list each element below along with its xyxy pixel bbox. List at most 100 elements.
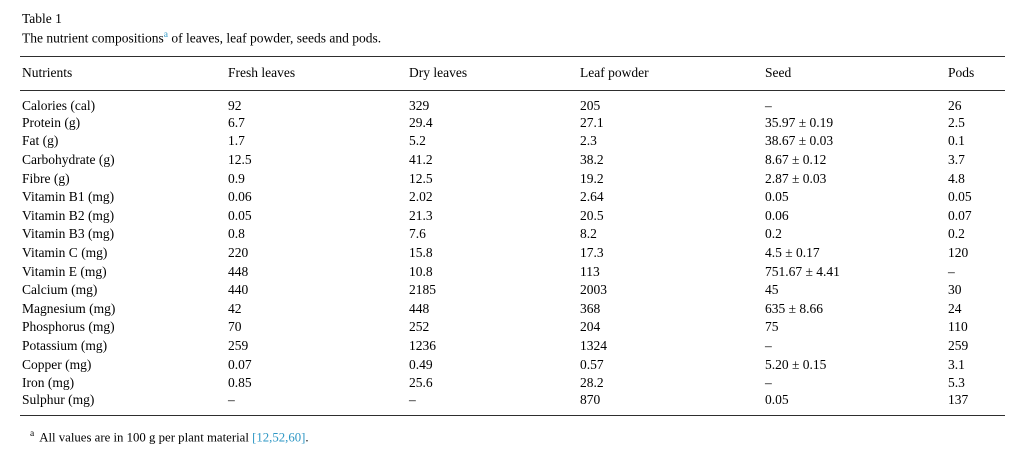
caption-text: The nutrient compositions <box>22 30 164 46</box>
value-cell: 205 <box>580 97 601 113</box>
table-row: Iron (mg) 0.85 25.6 28.2 – 5.3 <box>20 374 1005 393</box>
value-cell: 1324 <box>580 337 607 353</box>
table-row: Fibre (g) 0.9 12.5 19.2 2.87 ± 0.03 4.8 <box>20 169 1005 188</box>
value-cell: 0.8 <box>228 226 245 242</box>
table-row: Copper (mg) 0.07 0.49 0.57 5.20 ± 0.15 3.1 <box>20 355 1005 374</box>
value-cell: 20.5 <box>580 207 604 223</box>
table-label: Table 1 <box>22 11 62 26</box>
value-cell: 448 <box>228 263 249 279</box>
value-cell: 120 <box>948 244 969 260</box>
value-cell: 0.05 <box>765 392 789 408</box>
nutrient-cell: Magnesium (mg) <box>22 300 116 316</box>
table-row: Potassium (mg) 259 1236 1324 – 259 <box>20 337 1005 356</box>
nutrient-cell: Calcium (mg) <box>22 282 98 298</box>
value-cell: 0.57 <box>580 356 604 372</box>
nutrient-cell: Vitamin C (mg) <box>22 244 108 260</box>
value-cell: 12.5 <box>228 151 252 167</box>
value-cell: 0.06 <box>765 207 789 223</box>
nutrient-cell: Phosphorus (mg) <box>22 319 115 335</box>
value-cell: 21.3 <box>409 207 433 223</box>
value-cell: 8.67 ± 0.12 <box>765 151 827 167</box>
value-cell: – <box>948 263 955 279</box>
table-container: Table 1 The nutrient compositionsa of le… <box>20 11 1005 446</box>
table-row: Phosphorus (mg) 70 252 204 75 110 <box>20 318 1005 337</box>
value-cell: – <box>765 337 772 353</box>
table-footnote: a All values are in 100 g per plant mater… <box>30 426 1005 446</box>
table-row: Vitamin E (mg) 448 10.8 113 751.67 ± 4.41 – <box>20 262 1005 281</box>
table-header: Nutrients Fresh leaves Dry leaves Leaf p… <box>20 56 1005 91</box>
value-cell: 92 <box>228 97 242 113</box>
value-cell: 870 <box>580 392 601 408</box>
value-cell: 0.2 <box>765 226 782 242</box>
value-cell: – <box>765 375 772 391</box>
value-cell: 5.2 <box>409 133 426 149</box>
value-cell: 751.67 ± 4.41 <box>765 263 840 279</box>
column-header-fresh-leaves: Fresh leaves <box>226 56 407 91</box>
value-cell: 252 <box>409 319 430 335</box>
value-cell: 0.1 <box>948 133 965 149</box>
column-header-dry-leaves: Dry leaves <box>407 56 578 91</box>
table-row: Protein (g) 6.7 29.4 27.1 35.97 ± 0.19 2.5 <box>20 114 1005 133</box>
caption-footnote-marker[interactable]: a <box>163 30 168 40</box>
value-cell: 259 <box>228 337 249 353</box>
value-cell: 440 <box>228 282 249 298</box>
value-cell: 0.07 <box>228 356 252 372</box>
nutrient-cell: Vitamin B2 (mg) <box>22 207 115 223</box>
value-cell: 113 <box>580 263 600 279</box>
value-cell: 8.2 <box>580 226 597 242</box>
nutrient-table: Nutrients Fresh leaves Dry leaves Leaf p… <box>20 55 1005 417</box>
nutrient-cell: Vitamin E (mg) <box>22 263 107 279</box>
value-cell: 27.1 <box>580 114 604 130</box>
table-row: Vitamin B1 (mg) 0.06 2.02 2.64 0.05 0.05 <box>20 188 1005 207</box>
table-row: Calcium (mg) 440 2185 2003 45 30 <box>20 281 1005 300</box>
column-header-leaf-powder: Leaf powder <box>578 56 763 91</box>
value-cell: 38.2 <box>580 151 604 167</box>
value-cell: 41.2 <box>409 151 433 167</box>
value-cell: 24 <box>948 300 962 316</box>
value-cell: 2185 <box>409 282 436 298</box>
value-cell: 0.05 <box>765 189 789 205</box>
value-cell: 19.2 <box>580 170 604 186</box>
value-cell: 635 ± 8.66 <box>765 300 824 316</box>
value-cell: 17.3 <box>580 244 604 260</box>
nutrient-cell: Fat (g) <box>22 133 59 149</box>
value-cell: 0.07 <box>948 207 972 223</box>
value-cell: 25.6 <box>409 375 433 391</box>
value-cell: 259 <box>948 337 969 353</box>
value-cell: 42 <box>228 300 242 316</box>
value-cell: 7.6 <box>409 226 426 242</box>
table-row: Vitamin B3 (mg) 0.8 7.6 8.2 0.2 0.2 <box>20 225 1005 244</box>
value-cell: 1236 <box>409 337 436 353</box>
header-row: Nutrients Fresh leaves Dry leaves Leaf p… <box>20 56 1005 91</box>
value-cell: 0.05 <box>948 189 972 205</box>
value-cell: 110 <box>948 319 968 335</box>
nutrient-cell: Iron (mg) <box>22 375 75 391</box>
nutrient-cell: Copper (mg) <box>22 356 92 372</box>
value-cell: 368 <box>580 300 601 316</box>
value-cell: 204 <box>580 319 601 335</box>
citation-link[interactable]: [12,52,60] <box>252 430 306 445</box>
table-row: Magnesium (mg) 42 448 368 635 ± 8.66 24 <box>20 299 1005 318</box>
table-row: Vitamin C (mg) 220 15.8 17.3 4.5 ± 0.17 120 <box>20 244 1005 263</box>
value-cell: 0.06 <box>228 189 252 205</box>
value-cell: 220 <box>228 244 249 260</box>
value-cell: 0.49 <box>409 356 433 372</box>
nutrient-cell: Sulphur (mg) <box>22 392 95 408</box>
value-cell: 30 <box>948 282 962 298</box>
value-cell: 2.5 <box>948 114 965 130</box>
caption-text-suffix: of leaves, leaf powder, seeds and pods. <box>167 30 382 46</box>
table-row: Carbohydrate (g) 12.5 41.2 38.2 8.67 ± 0.12 3… <box>20 151 1005 170</box>
value-cell: 2.3 <box>580 133 597 149</box>
nutrient-cell: Carbohydrate (g) <box>22 151 115 167</box>
footnote-marker: a <box>30 429 35 440</box>
value-cell: 75 <box>765 319 779 335</box>
value-cell: 28.2 <box>580 375 604 391</box>
value-cell: 3.7 <box>948 151 965 167</box>
table-row: Fat (g) 1.7 5.2 2.3 38.67 ± 0.03 0.1 <box>20 132 1005 151</box>
table-caption: The nutrient compositionsa of leaves, le… <box>22 27 1005 47</box>
value-cell: 15.8 <box>409 244 433 260</box>
footnote-text: All values are in 100 g per plant materi… <box>39 430 253 445</box>
value-cell: 448 <box>409 300 430 316</box>
value-cell: 45 <box>765 282 779 298</box>
nutrient-cell: Fibre (g) <box>22 170 70 186</box>
